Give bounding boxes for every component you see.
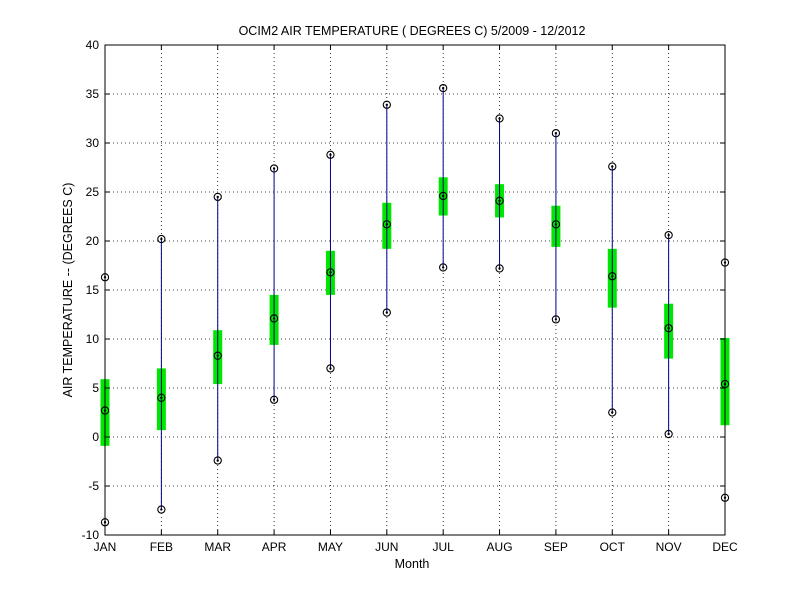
mean-marker bbox=[664, 324, 673, 333]
x-tick-label: MAY bbox=[318, 540, 343, 554]
max-marker bbox=[269, 164, 279, 173]
y-tick-label: 25 bbox=[86, 185, 100, 199]
mean-marker-dot bbox=[385, 223, 389, 226]
min-marker-dot bbox=[160, 508, 163, 511]
max-marker-dot bbox=[329, 153, 332, 156]
x-tick-label: JAN bbox=[94, 540, 117, 554]
mean-marker-dot bbox=[329, 271, 332, 274]
max-marker bbox=[382, 100, 391, 109]
min-marker bbox=[326, 364, 335, 373]
mean-marker-dot bbox=[498, 199, 501, 203]
x-tick-label: JUL bbox=[433, 540, 455, 554]
mean-marker-dot bbox=[272, 317, 276, 320]
min-marker bbox=[439, 263, 448, 272]
mean-marker bbox=[157, 393, 166, 402]
y-tick-label: 5 bbox=[92, 381, 99, 395]
mean-marker bbox=[326, 268, 335, 277]
max-marker bbox=[326, 150, 335, 159]
max-marker-dot bbox=[272, 167, 276, 170]
y-tick-label: 10 bbox=[86, 332, 100, 346]
y-tick-label: 40 bbox=[86, 38, 100, 52]
max-marker bbox=[664, 230, 673, 240]
min-marker-dot bbox=[272, 398, 276, 401]
max-marker-dot bbox=[441, 86, 445, 90]
max-marker-dot bbox=[216, 195, 219, 199]
min-marker-dot bbox=[216, 459, 219, 462]
x-tick-label: APR bbox=[262, 540, 287, 554]
mean-marker-dot bbox=[216, 354, 219, 357]
max-marker-dot bbox=[554, 132, 558, 135]
x-tick-label: FEB bbox=[150, 540, 173, 554]
x-tick-label: SEP bbox=[544, 540, 568, 554]
mean-marker bbox=[382, 220, 391, 229]
max-marker-dot bbox=[385, 103, 389, 106]
chart-title: OCIM2 AIR TEMPERATURE ( DEGREES C) 5/200… bbox=[239, 24, 586, 38]
max-marker bbox=[157, 234, 166, 244]
mean-marker bbox=[608, 272, 617, 281]
grid-lines bbox=[105, 45, 725, 535]
min-marker bbox=[269, 395, 279, 404]
x-tick-label: OCT bbox=[600, 540, 626, 554]
y-tick-label: -5 bbox=[88, 479, 99, 493]
max-marker bbox=[608, 162, 617, 171]
min-marker bbox=[551, 315, 561, 324]
min-marker-dot bbox=[441, 266, 445, 269]
y-tick-label: 30 bbox=[86, 136, 100, 150]
mean-marker-dot bbox=[441, 194, 445, 198]
max-marker bbox=[495, 114, 504, 123]
min-marker bbox=[213, 456, 222, 465]
min-marker-dot bbox=[667, 432, 670, 436]
min-marker bbox=[495, 264, 504, 273]
min-marker bbox=[608, 408, 617, 417]
max-marker bbox=[551, 129, 561, 138]
max-marker-dot bbox=[667, 233, 670, 237]
mean-marker bbox=[439, 191, 448, 201]
x-tick-label: MAR bbox=[204, 540, 231, 554]
y-tick-label: 15 bbox=[86, 283, 100, 297]
mean-marker bbox=[495, 196, 504, 205]
min-marker-dot bbox=[554, 318, 558, 321]
max-marker bbox=[439, 83, 448, 93]
mean-marker-dot bbox=[667, 327, 670, 330]
mean-marker bbox=[213, 351, 222, 360]
min-marker bbox=[157, 505, 166, 514]
mean-marker-dot bbox=[160, 396, 163, 399]
x-tick-label: AUG bbox=[487, 540, 513, 554]
y-tick-label: -10 bbox=[82, 528, 100, 542]
mean-marker-dot bbox=[554, 223, 558, 226]
axes: -10 -5 0 5 10 15 20 25 30 35 40 JAN FEB MAR APR MAY JUN J… bbox=[82, 38, 738, 554]
max-marker bbox=[213, 192, 222, 202]
min-marker-dot bbox=[498, 267, 501, 270]
x-tick-label: NOV bbox=[656, 540, 682, 554]
min-marker-dot bbox=[385, 311, 389, 314]
min-marker-dot bbox=[611, 411, 614, 414]
y-tick-label: 20 bbox=[86, 234, 100, 248]
mean-marker-dot bbox=[611, 275, 614, 278]
max-marker-dot bbox=[611, 165, 614, 168]
min-marker bbox=[382, 308, 391, 317]
plot-area bbox=[100, 83, 730, 527]
y-tick-label: 0 bbox=[92, 430, 99, 444]
mean-marker bbox=[551, 220, 561, 229]
min-marker-dot bbox=[329, 367, 332, 370]
y-axis-label: AIR TEMPERATURE -- (DEGREES C) bbox=[61, 183, 75, 398]
max-marker-dot bbox=[160, 237, 163, 241]
x-tick-label: JUN bbox=[375, 540, 398, 554]
x-tick-label: DEC bbox=[712, 540, 738, 554]
x-axis-label: Month bbox=[395, 557, 430, 571]
mean-marker bbox=[269, 314, 279, 323]
max-marker-dot bbox=[498, 117, 501, 120]
y-tick-label: 35 bbox=[86, 87, 100, 101]
min-marker bbox=[664, 429, 673, 439]
